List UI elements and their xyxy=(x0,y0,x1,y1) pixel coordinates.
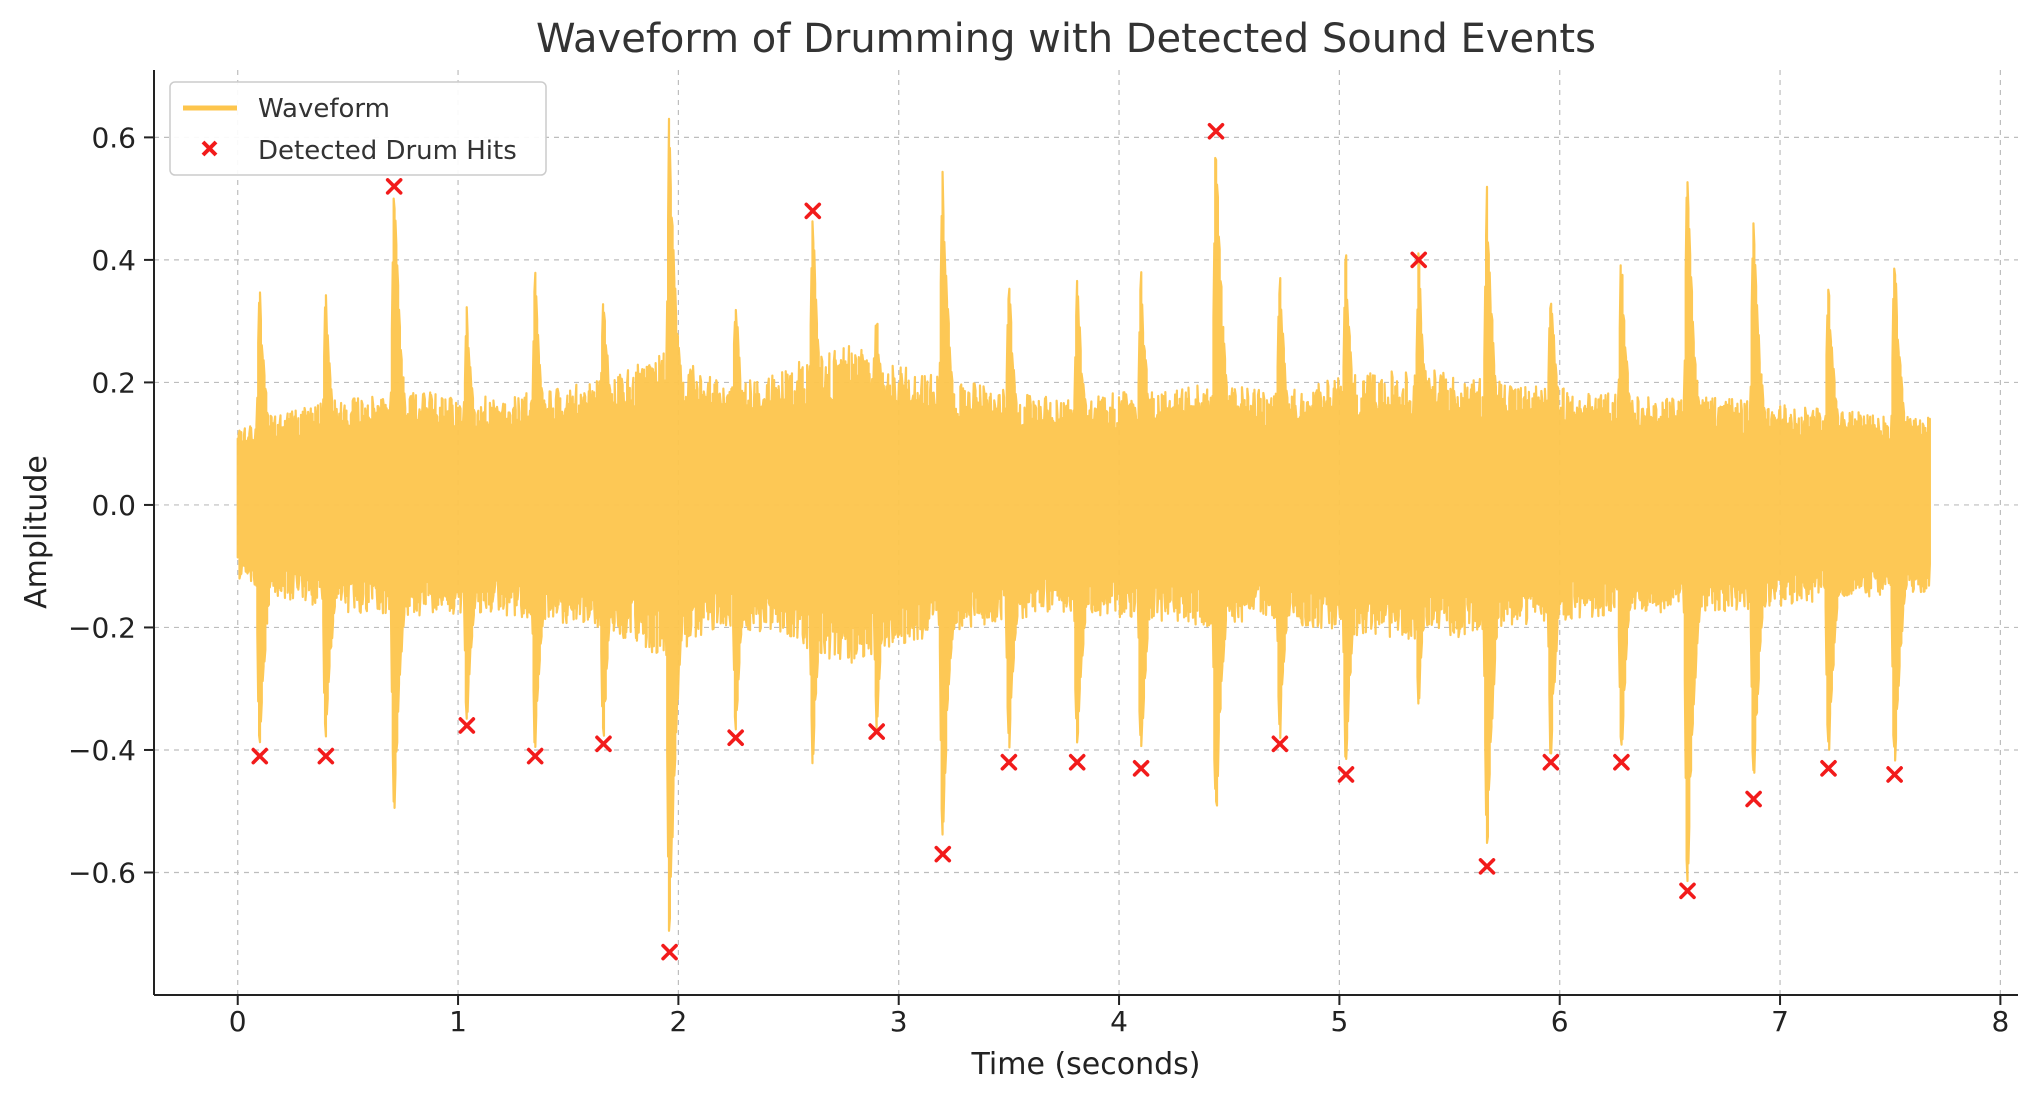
legend-hit-swatch xyxy=(201,140,218,157)
tick-layer: 0 1 2 3 4 5 6 7 8 0.6 0.4 0.2 0.0 −0.2 −0.4 −0.6 xyxy=(68,121,2009,1038)
drum-hit-marker xyxy=(1820,760,1837,777)
x-tick-label: 1 xyxy=(449,1005,467,1038)
y-axis-label: Amplitude xyxy=(19,455,54,609)
drum-hit-marker xyxy=(595,735,612,753)
drum-hit-marker xyxy=(458,717,476,734)
x-tick-label: 0 xyxy=(229,1005,247,1038)
y-tick-label: 0.2 xyxy=(91,366,136,399)
y-tick-label: 0.6 xyxy=(91,121,136,154)
drum-hit-marker xyxy=(1679,882,1696,900)
drum-hit-marker xyxy=(1207,122,1225,140)
drum-hit-marker xyxy=(1000,753,1018,771)
waveform-series-line xyxy=(236,117,1931,932)
x-tick-label: 6 xyxy=(1551,1005,1569,1038)
drum-hit-marker xyxy=(934,845,952,863)
x-tick-label: 7 xyxy=(1771,1005,1789,1038)
drum-hit-marker xyxy=(1613,753,1630,771)
grid-layer xyxy=(154,70,2018,995)
legend-box xyxy=(169,81,547,176)
drum-hit-marker xyxy=(385,178,403,195)
legend-drum-hits-label: Detected Drum Hits xyxy=(258,136,517,166)
drum-hit-marker xyxy=(1132,760,1150,777)
drum-hit-marker xyxy=(1542,753,1560,771)
waveform-layer xyxy=(236,117,1931,932)
x-tick-label: 4 xyxy=(1110,1005,1128,1038)
legend-waveform-label: Waveform xyxy=(258,94,390,124)
drum-hit-marker xyxy=(1745,790,1762,808)
x-tick-label: 3 xyxy=(890,1005,908,1038)
drum-hit-marker xyxy=(804,202,822,220)
drum-hit-marker xyxy=(727,729,744,747)
drum-hit-marker xyxy=(868,723,885,740)
drum-hit-marker xyxy=(1410,251,1427,269)
drum-hit-marker xyxy=(661,943,678,961)
drum-hit-marker xyxy=(1337,766,1355,783)
y-tick-label: 0.0 xyxy=(91,489,136,522)
drum-hit-marker xyxy=(251,747,269,765)
drum-hit-marker xyxy=(1271,735,1289,753)
x-axis-label: Time (seconds) xyxy=(971,1047,1201,1082)
x-tick-label: 2 xyxy=(669,1005,687,1038)
y-tick-label: −0.2 xyxy=(68,611,136,644)
marker-layer xyxy=(251,122,1903,961)
drum-hit-marker xyxy=(1478,858,1496,875)
legend: Waveform Detected Drum Hits xyxy=(169,81,547,176)
x-tick-label: 8 xyxy=(1991,1005,2009,1038)
y-tick-label: −0.4 xyxy=(68,734,136,767)
y-tick-label: 0.4 xyxy=(91,244,136,277)
drum-hit-marker xyxy=(317,747,335,765)
x-tick-label: 5 xyxy=(1330,1005,1348,1038)
drum-hit-marker xyxy=(1068,753,1086,771)
drum-hit-marker xyxy=(1886,766,1903,783)
chart-title: Waveform of Drumming with Detected Sound… xyxy=(536,16,1596,62)
y-tick-label: −0.6 xyxy=(68,856,136,889)
drum-hit-marker xyxy=(526,747,544,765)
